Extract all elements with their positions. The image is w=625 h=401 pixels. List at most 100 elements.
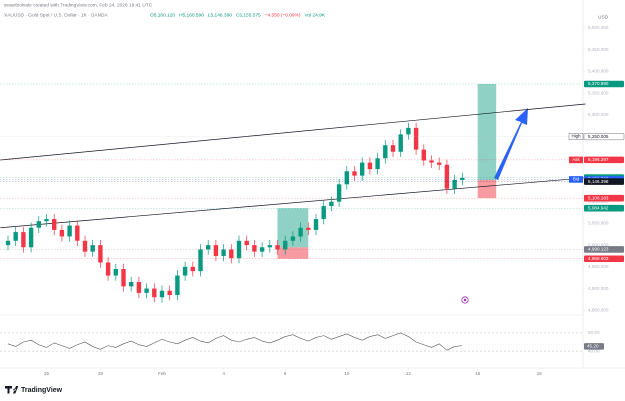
ohlc-value: Vol 24.9K <box>304 12 325 18</box>
candle-body <box>444 164 450 189</box>
candle-body <box>437 162 442 165</box>
price-label: 5,196.297 <box>588 157 609 162</box>
price-tag-box <box>569 176 583 183</box>
candle-body <box>360 162 365 176</box>
candle-body <box>429 160 434 163</box>
ohlc-value: C5,155.575 <box>236 12 261 18</box>
candle-body <box>167 290 172 296</box>
price-tag: Ask <box>572 157 580 162</box>
price-label-box <box>584 156 624 164</box>
price-label: 5,146.398 <box>588 179 609 184</box>
rsi-last-box <box>584 343 604 350</box>
price-tag: Bid <box>573 177 580 182</box>
ohlc-value: L5,146.390 <box>208 12 232 18</box>
candle-body <box>413 127 419 150</box>
y-tick-label: 5,400.000 <box>588 69 609 74</box>
rsi-line <box>7 332 463 351</box>
ohlc-value: H5,160.590 <box>179 12 204 18</box>
y-tick-label: 5,450.000 <box>588 47 609 52</box>
candle-body <box>5 240 11 246</box>
price-label: 4,990.123 <box>588 247 609 252</box>
rsi-tick-label: 60.00 <box>588 330 600 335</box>
price-label-box <box>584 246 624 253</box>
price-label: 4,968.603 <box>588 256 609 261</box>
price-label-box <box>584 255 624 263</box>
candle-body <box>136 282 142 293</box>
y-tick-label: 4,950.000 <box>588 264 609 269</box>
currency: USD <box>598 14 609 20</box>
brand-name: TradingView <box>21 387 63 394</box>
x-tick-label: 12 <box>406 371 412 376</box>
y-tick-label: 5,500.000 <box>588 25 609 30</box>
candle-body <box>383 145 388 159</box>
candle-body <box>352 171 357 176</box>
candle-body <box>313 219 319 230</box>
price-tag-box <box>569 156 583 164</box>
candle-body <box>59 229 65 237</box>
price-label-box <box>584 178 624 185</box>
candle-body <box>198 249 203 272</box>
candle-body <box>252 245 257 252</box>
candle-body <box>36 221 41 228</box>
y-tick-label: 5,050.000 <box>588 221 609 226</box>
candle-body <box>67 225 72 237</box>
x-tick-label: 18 <box>537 371 543 376</box>
trend-line <box>0 103 586 161</box>
candle-body <box>206 245 211 250</box>
candle-body <box>105 262 111 276</box>
indicator-icon-dot <box>463 298 467 302</box>
stop-zone <box>277 247 309 259</box>
y-tick-label: 4,900.000 <box>588 286 609 291</box>
candle-body <box>21 232 26 248</box>
arrow-drawing <box>494 108 528 180</box>
candle-body <box>82 240 88 252</box>
ohlc-legend: O5,160.120 H5,160.590 L5,146.390 C5,155.575… <box>150 12 326 18</box>
candle-body <box>182 266 188 276</box>
candle-body <box>375 158 380 170</box>
y-tick-label: 5,300.000 <box>588 112 609 117</box>
price-tag-box <box>568 133 584 140</box>
x-tick-label: Feb <box>158 371 166 376</box>
candle-body <box>452 179 457 189</box>
candle-body <box>90 245 95 252</box>
candle-body <box>190 266 195 272</box>
y-tick-label: 4,850.000 <box>588 307 609 312</box>
candle-body <box>275 245 280 250</box>
y-tick-label: 5,350.000 <box>588 90 609 95</box>
candle-body <box>306 227 311 230</box>
symbol-line: XAUUSD · Gold Spot / U.S. Dollar · 1h · … <box>4 12 108 18</box>
candle-body <box>267 245 272 248</box>
candle-body <box>344 171 349 185</box>
candle-body <box>129 282 134 287</box>
price-label-box <box>583 133 625 140</box>
x-tick-label: 6 <box>284 371 287 376</box>
price-label-box <box>584 204 624 212</box>
candle-body <box>52 219 57 230</box>
price-label: 5,108.183 <box>588 195 609 200</box>
x-tick-label: 16 <box>475 371 481 376</box>
candle-body <box>367 162 373 170</box>
candle-body <box>321 206 326 220</box>
candle-body <box>406 127 411 135</box>
x-tick-label: 4 <box>222 371 225 376</box>
candle-body <box>298 227 303 237</box>
indicator-icon <box>461 296 469 304</box>
candle-body <box>28 227 34 248</box>
rsi-tick-label: 40.00 <box>588 348 600 353</box>
candle-body <box>13 232 18 241</box>
trend-line <box>0 177 586 229</box>
candle-body <box>113 269 118 276</box>
price-label-box <box>584 194 624 202</box>
candle-body <box>236 240 242 259</box>
x-tick-label: 26 <box>44 371 50 376</box>
price-tag: High <box>571 134 581 139</box>
y-tick-label: 5,000.000 <box>588 242 609 247</box>
price-label-box <box>584 80 624 88</box>
stop-zone <box>477 179 497 199</box>
candle-body <box>152 288 157 298</box>
candle-body <box>159 290 165 298</box>
candle-body <box>421 149 426 161</box>
candle-body <box>390 145 396 152</box>
ohlc-value: −4.550 (−0.09%) <box>265 12 301 18</box>
